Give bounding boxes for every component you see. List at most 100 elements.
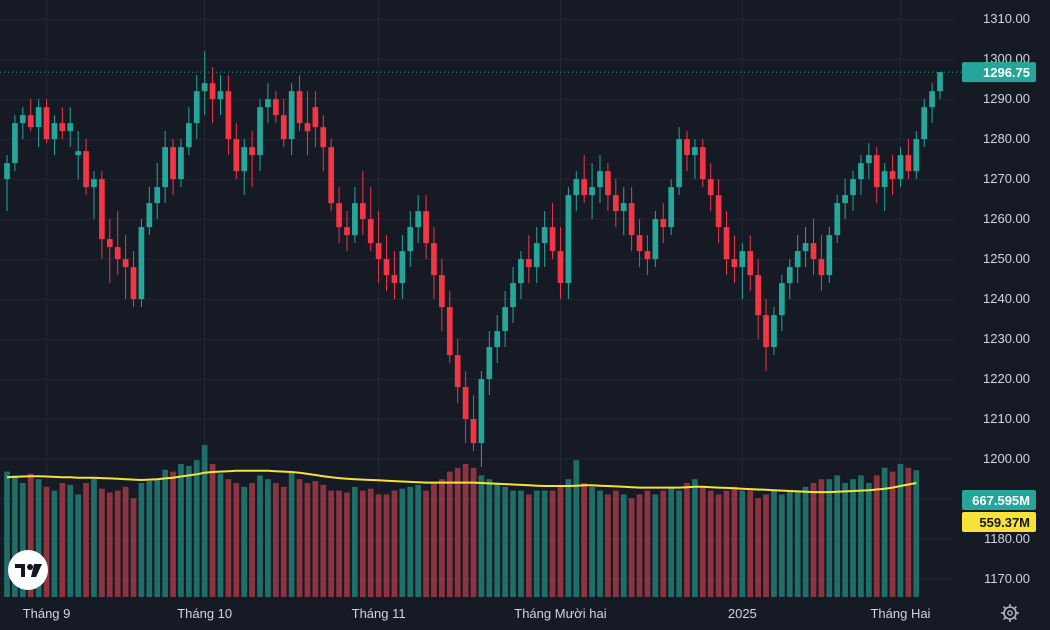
candle-64 — [510, 267, 516, 324]
volume-bar-72 — [573, 460, 580, 597]
candle-body-6 — [51, 123, 58, 140]
volume-bar-4 — [35, 479, 42, 597]
candle-84 — [668, 179, 675, 236]
price-tick-label: 1260.00 — [983, 211, 1030, 226]
volume-bar-54 — [431, 483, 437, 597]
candle-body-72 — [573, 179, 580, 196]
candle-104 — [826, 227, 833, 284]
volume-bar-43 — [344, 492, 350, 597]
volume-bar-67 — [533, 490, 540, 597]
volume-bar-69 — [549, 490, 556, 597]
candle-body-33 — [265, 99, 271, 108]
volume-bar-78 — [620, 494, 627, 597]
candle-79 — [628, 187, 635, 252]
volume-bar-22 — [178, 464, 184, 597]
candle-30 — [241, 139, 248, 196]
candle-72 — [573, 171, 580, 212]
candle-body-20 — [162, 147, 168, 188]
candle-62 — [494, 315, 501, 364]
candle-body-85 — [676, 139, 682, 188]
volume-bar-68 — [541, 490, 548, 597]
volume-bar-45 — [359, 490, 366, 597]
candle-body-73 — [581, 179, 588, 196]
svg-text:1296.75: 1296.75 — [983, 65, 1030, 80]
candle-31 — [249, 131, 255, 188]
candle-8 — [67, 107, 74, 148]
candle-body-82 — [652, 219, 659, 260]
candle-7 — [59, 107, 66, 140]
volume-bar-104 — [826, 479, 833, 597]
candle-body-31 — [249, 147, 255, 156]
volume-bar-3 — [27, 473, 34, 597]
candle-14 — [114, 211, 121, 276]
candle-body-19 — [154, 187, 161, 204]
candle-body-36 — [288, 91, 295, 140]
volume-bar-100 — [794, 490, 801, 597]
volume-bar-63 — [502, 486, 508, 597]
candle-46 — [367, 187, 374, 252]
candle-73 — [581, 155, 588, 204]
candle-body-7 — [59, 123, 66, 132]
volume-bar-46 — [367, 488, 374, 597]
candle-111 — [881, 163, 888, 212]
settings-gear-icon[interactable] — [1001, 604, 1019, 622]
volume-bar-8 — [67, 484, 74, 597]
candle-81 — [644, 235, 651, 276]
candle-57 — [454, 339, 461, 404]
volume-bar-91 — [723, 490, 730, 597]
candle-109 — [865, 143, 872, 180]
candle-body-97 — [771, 315, 777, 348]
candle-body-79 — [628, 203, 635, 236]
candle-26 — [209, 67, 216, 124]
volume-bar-111 — [881, 467, 888, 597]
volume-bar-9 — [75, 494, 82, 597]
volume-bar-96 — [763, 494, 769, 597]
candle-body-91 — [723, 227, 730, 260]
candle-body-50 — [399, 251, 406, 284]
volume-bar-36 — [288, 471, 295, 597]
candle-114 — [905, 139, 912, 180]
candle-103 — [818, 235, 825, 292]
volume-bar-7 — [59, 483, 66, 597]
candle-95 — [755, 259, 761, 340]
candle-92 — [731, 235, 738, 284]
candle-body-102 — [810, 243, 817, 260]
candle-body-105 — [834, 203, 841, 236]
candle-body-43 — [344, 227, 350, 236]
volume-bar-27 — [217, 473, 224, 597]
candle-78 — [620, 187, 627, 236]
candle-body-53 — [423, 211, 429, 244]
volume-bar-93 — [739, 490, 746, 597]
volume-bar-39 — [312, 481, 319, 597]
candle-body-63 — [502, 307, 508, 332]
candle-118 — [937, 72, 943, 100]
candle-body-0 — [4, 163, 10, 180]
candle-91 — [723, 211, 730, 276]
volume-bar-75 — [597, 490, 603, 597]
candle-body-10 — [83, 151, 89, 188]
volume-bar-86 — [684, 483, 690, 597]
candle-body-69 — [549, 227, 556, 252]
candle-63 — [502, 291, 508, 348]
candle-body-81 — [644, 251, 651, 260]
candle-23 — [186, 107, 192, 156]
volume-bar-114 — [905, 467, 912, 597]
candle-body-1 — [12, 123, 18, 164]
candle-83 — [660, 203, 667, 244]
volume-bar-83 — [660, 490, 667, 597]
candle-body-48 — [383, 259, 390, 276]
candle-66 — [526, 235, 532, 284]
candle-53 — [423, 195, 429, 260]
candle-body-77 — [612, 195, 619, 212]
candle-body-44 — [352, 203, 358, 236]
candle-15 — [122, 235, 129, 300]
volume-bar-82 — [652, 494, 659, 597]
candle-94 — [747, 235, 754, 292]
candle-body-90 — [715, 195, 722, 228]
tradingview-logo[interactable] — [8, 550, 48, 590]
price-tick-label: 1280.00 — [983, 131, 1030, 146]
candle-body-22 — [178, 147, 184, 180]
volume-bar-90 — [715, 494, 722, 597]
candle-body-26 — [209, 83, 216, 100]
price-tick-label: 1210.00 — [983, 411, 1030, 426]
